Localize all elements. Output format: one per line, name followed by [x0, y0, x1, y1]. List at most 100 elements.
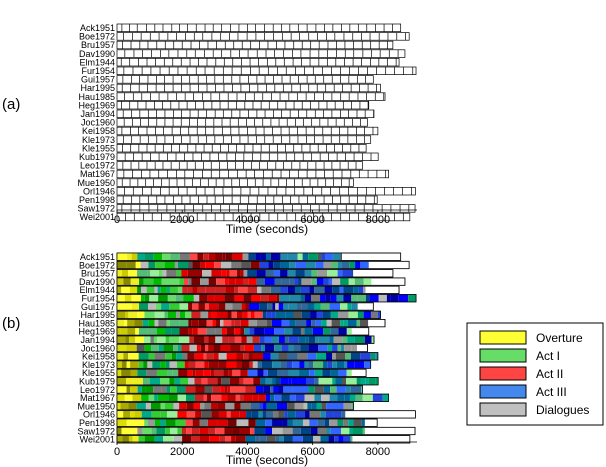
panel-b-segment	[136, 402, 146, 410]
panel-b-segment	[157, 394, 169, 402]
panel-b-row-outline	[116, 426, 416, 436]
legend-label-act-iii: Act III	[536, 385, 567, 399]
panel-b-segment	[255, 385, 264, 394]
panel-b-segment	[321, 402, 327, 410]
panel-b-segment	[156, 369, 168, 377]
panel-b-segment	[134, 319, 143, 327]
panel-b-segment	[188, 319, 192, 327]
panel-b-segment	[261, 286, 271, 294]
panel-b-segment	[297, 352, 308, 360]
panel-b-segment	[173, 435, 183, 443]
panel-b-segment	[236, 352, 244, 360]
panel-b-segment	[284, 336, 289, 344]
panel-b-segment	[144, 344, 152, 352]
panel-b-segment	[204, 360, 209, 369]
panel-b-segment	[117, 302, 122, 311]
panel-b-segment	[122, 360, 127, 369]
panel-b-segment	[144, 294, 150, 302]
panel-a-xtick-label: 4000	[235, 214, 259, 226]
legend-swatch-act-i	[479, 348, 527, 363]
panel-b-segment	[295, 269, 305, 277]
panel-b-segment	[141, 385, 146, 394]
panel-b-segment	[134, 410, 142, 419]
panel-b-segment	[164, 311, 168, 319]
panel-b-segment	[182, 435, 192, 443]
panel-b-segment	[223, 319, 232, 327]
panel-b-segment	[117, 435, 123, 443]
panel-b-segment	[240, 269, 244, 277]
panel-b-segment	[285, 311, 294, 319]
panel-b-segment	[332, 277, 341, 286]
panel-b-segment	[150, 269, 159, 277]
panel-b-segment	[315, 261, 324, 269]
panel-b-segment	[335, 352, 346, 360]
panel-b-segment	[378, 294, 387, 302]
panel-b-segment	[350, 352, 361, 360]
panel-b-segment	[272, 419, 283, 427]
panel-b-segment	[126, 261, 136, 269]
panel-b-segment	[240, 385, 246, 394]
panel-b-segment	[185, 419, 193, 427]
panel-b-segment	[204, 402, 212, 410]
panel-b-segment	[135, 261, 141, 269]
panel-b-segment	[173, 402, 180, 410]
panel-b-segment	[326, 352, 333, 360]
panel-b-segment	[197, 253, 204, 261]
panel-b-segment	[256, 319, 267, 327]
legend-swatch-act-iii	[479, 384, 527, 399]
panel-b-segment	[224, 277, 229, 286]
panel-b-segment	[204, 302, 209, 311]
panel-b-segment	[217, 419, 228, 427]
panel-b-segment	[227, 394, 236, 402]
panel-b-segment	[238, 286, 248, 294]
panel-b-segment	[130, 410, 135, 419]
panel-b-segment	[126, 385, 131, 394]
panel-b-segment	[153, 277, 162, 286]
panel-b-segment	[345, 352, 351, 360]
panel-b-segment	[252, 360, 258, 369]
panel-b-segment	[287, 253, 298, 261]
panel-b-segment	[197, 327, 207, 336]
panel-b-segment	[335, 377, 343, 385]
panel-b-segment	[298, 277, 302, 286]
panel-b-segment	[162, 269, 167, 277]
panel-b-segment	[218, 410, 227, 419]
panel-b-segment	[187, 352, 195, 360]
panel-b-segment	[313, 360, 324, 369]
panel-b-segment	[124, 294, 132, 302]
panel-b-segment	[189, 336, 194, 344]
panel-b-segment	[300, 286, 310, 294]
panel-b-segment	[194, 394, 204, 402]
panel-b-segment	[324, 419, 330, 427]
panel-b-segment	[341, 410, 346, 419]
panel-a-row-label: Kle1955	[82, 143, 115, 153]
panel-a-row-bar	[116, 66, 417, 75]
panel-b-segment	[117, 402, 121, 410]
panel-b-segment	[264, 344, 275, 352]
panel-b-segment	[230, 344, 241, 352]
panel-b-row-label: Wei2001	[80, 435, 115, 445]
panel-b-segment	[117, 352, 124, 360]
panel-b-segment	[246, 410, 252, 419]
panel-a-row-bar	[116, 212, 411, 222]
panel-b-segment	[336, 294, 344, 302]
panel-b-segment	[251, 410, 259, 419]
panel-b-row-outline	[116, 294, 417, 303]
panel-b-segment	[342, 269, 353, 277]
panel-b-segment	[248, 419, 256, 427]
panel-a-row-label: Leo1972	[80, 161, 115, 171]
panel-b-segment	[202, 269, 212, 277]
panel-b-segment	[344, 360, 348, 369]
panel-b-segment	[226, 360, 237, 369]
panel-b-segment	[221, 327, 227, 336]
panel-a-row-label: Mue1950	[77, 178, 115, 188]
panel-b-row-label: Gui1957	[81, 302, 115, 312]
panel-b-row-label: Saw1972	[77, 426, 115, 436]
panel-b-segment	[270, 385, 274, 394]
panel-b-segment	[161, 277, 168, 286]
panel-b-segment	[222, 253, 226, 261]
panel-b-segment	[240, 402, 252, 410]
panel-b-segment	[330, 311, 338, 319]
panel-b-segment	[126, 419, 136, 427]
panel-b-segment	[311, 402, 317, 410]
